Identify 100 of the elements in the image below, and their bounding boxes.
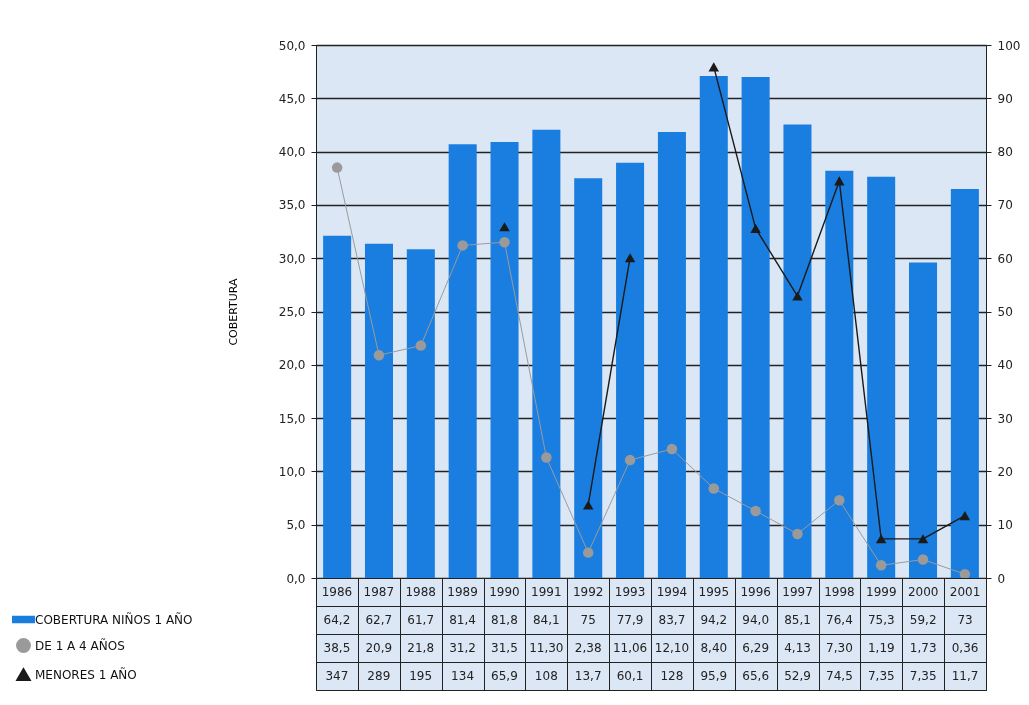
data-label: 83,7: [658, 613, 686, 627]
y2-tick-label: 20: [997, 464, 1013, 479]
point: [373, 349, 385, 361]
data-label: 13,7: [574, 669, 602, 683]
y-tick-label: 5,0: [286, 518, 306, 533]
x-tick-label: 1989: [447, 585, 478, 599]
point: [331, 162, 343, 173]
bar: [741, 76, 770, 578]
y-tick-label: 10,0: [278, 464, 306, 479]
point: [917, 554, 929, 565]
point: [792, 528, 803, 540]
bar: [783, 124, 812, 578]
text: 134: [451, 669, 475, 683]
point: [499, 236, 510, 248]
data-label: 77,9: [616, 613, 644, 627]
data-label: 21,8: [407, 641, 435, 655]
point: [708, 483, 720, 494]
y2-tick-label: 100: [997, 38, 1021, 53]
y-tick-label: 25,0: [278, 305, 306, 319]
point: [582, 547, 594, 558]
data-label: 74,5: [826, 669, 853, 683]
y2-tick-label: 60: [997, 251, 1013, 266]
point: [834, 494, 845, 506]
x-tick-label: 1995: [698, 585, 730, 599]
x-tick-label: 1990: [489, 585, 520, 599]
x-tick-label: 2001: [949, 585, 981, 599]
data-label: 0,36: [951, 641, 979, 655]
point: [624, 454, 636, 466]
point: [875, 560, 887, 571]
x-tick-label: 1993: [614, 585, 646, 599]
point: [917, 534, 929, 544]
data-label: 65,9: [491, 669, 518, 683]
text: 289: [367, 669, 391, 683]
y-tick-label: 30,0: [278, 251, 306, 266]
data-label: 65,6: [742, 669, 770, 683]
data-label: 31,2: [449, 641, 476, 655]
y2-tick-label: 70: [997, 198, 1013, 213]
point: [708, 62, 720, 72]
bar: [909, 262, 938, 578]
text: 108: [534, 669, 558, 683]
point: [499, 222, 510, 232]
data-label: 6,29: [742, 641, 770, 655]
bar: [406, 249, 435, 578]
bar: [699, 75, 728, 578]
data-label: 11,7: [951, 669, 979, 683]
legend-label: COBERTURA NIÑOS 1 AÑO: [35, 611, 193, 627]
data-label: 95,9: [700, 669, 728, 683]
y2-tick-label: 30: [997, 411, 1013, 426]
y-tick-label: 45,0: [278, 91, 306, 106]
bar: [867, 176, 896, 578]
data-label: 38,5: [323, 641, 351, 655]
bar: [574, 178, 603, 578]
point: [457, 240, 468, 251]
y-axis-title: COBERTURA: [226, 277, 240, 346]
data-label: 62,7: [365, 613, 393, 627]
x-tick-label: 1998: [824, 585, 855, 599]
data-label: 81,8: [491, 613, 518, 627]
x-tick-label: 1992: [572, 585, 604, 599]
y-tick-label: 35,0: [278, 198, 306, 213]
legend-label: MENORES 1 AÑO: [35, 666, 137, 682]
bar: [657, 131, 686, 578]
point: [750, 505, 761, 517]
x-tick-label: 1999: [866, 585, 897, 599]
bar: [323, 235, 352, 578]
bar: [448, 144, 477, 578]
data-label: 8,40: [700, 641, 728, 655]
data-label: 84,1: [532, 613, 560, 627]
data-label: 94,2: [700, 613, 728, 627]
bar: [364, 243, 393, 578]
y2-tick-label: 0: [997, 571, 1006, 586]
y-tick-label: 50,0: [278, 38, 306, 53]
text: 195: [409, 669, 433, 683]
data-label: 94,0: [742, 613, 770, 627]
x-tick-label: 1997: [782, 585, 813, 599]
data-label: 12,10: [654, 641, 690, 655]
point: [582, 500, 594, 510]
x-tick-label: 1994: [656, 585, 688, 599]
data-label: 2,38: [574, 641, 602, 655]
point: [624, 253, 636, 263]
x-tick-label: 1988: [405, 585, 436, 599]
y2-tick-label: 40: [997, 358, 1013, 373]
legend-label: DE 1 A 4 AÑOS: [35, 637, 125, 653]
point: [415, 340, 427, 351]
data-label: 4,13: [784, 641, 811, 655]
bar: [532, 129, 561, 578]
data-label: 76,4: [826, 613, 853, 627]
y2-tick-label: 10: [997, 518, 1013, 533]
text: 347: [325, 669, 349, 683]
point: [666, 443, 678, 455]
x-tick-label: 2000: [907, 585, 939, 599]
x-tick-label: 1986: [321, 585, 353, 599]
data-label: 52,9: [784, 669, 811, 683]
bar: [490, 142, 519, 578]
data-label: 7,35: [867, 669, 895, 683]
point: [959, 511, 971, 521]
point: [834, 176, 845, 186]
data-label: 20,9: [365, 641, 393, 655]
data-label: 73: [957, 613, 973, 627]
y2-tick-label: 90: [997, 91, 1013, 106]
data-label: 81,4: [449, 613, 476, 627]
